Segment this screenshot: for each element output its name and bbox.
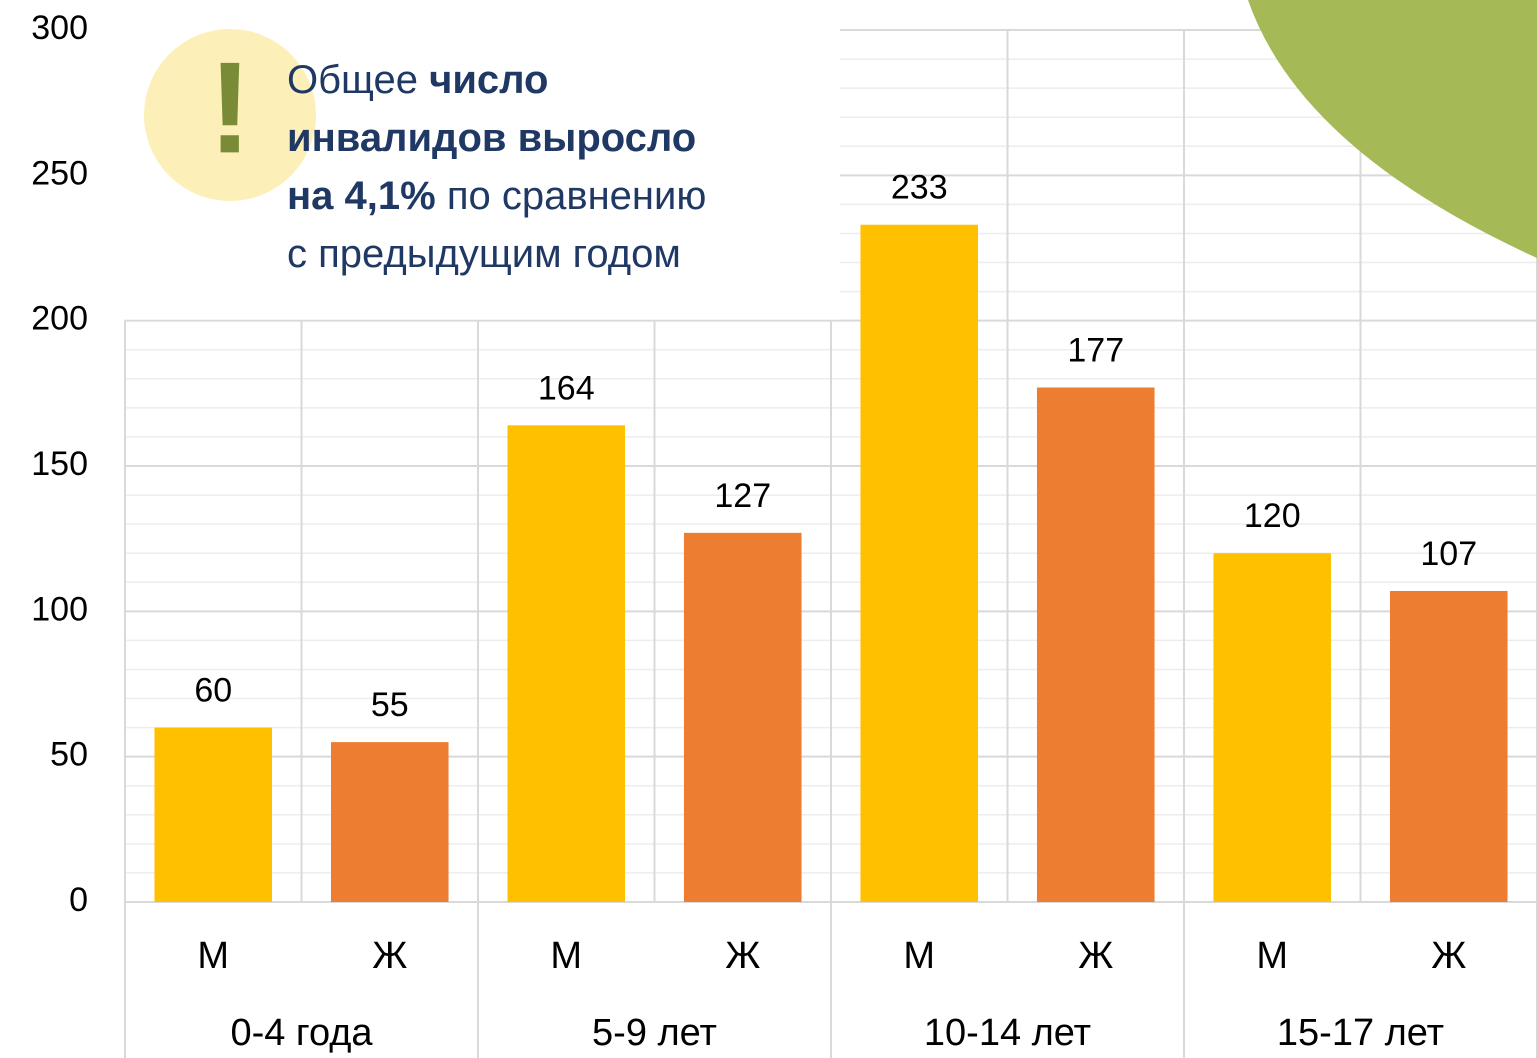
x-group-label: 0-4 года bbox=[230, 1012, 373, 1054]
y-tick-label: 250 bbox=[31, 154, 88, 192]
annotation-line: Общее число bbox=[287, 58, 548, 102]
data-label: 233 bbox=[891, 169, 948, 207]
y-tick-label: 300 bbox=[31, 9, 88, 47]
annotation-run: инвалидов выросло bbox=[287, 116, 696, 160]
x-tick-label: М bbox=[1256, 935, 1288, 977]
y-tick-label: 50 bbox=[50, 736, 88, 774]
annotation-line: с предыдущим годом bbox=[287, 232, 681, 276]
x-group-label: 15-17 лет bbox=[1277, 1012, 1444, 1054]
y-tick-label: 0 bbox=[69, 881, 88, 919]
x-tick-label: Ж bbox=[372, 935, 407, 977]
data-label: 55 bbox=[371, 686, 409, 724]
bar bbox=[860, 224, 979, 902]
x-group-label: 10-14 лет bbox=[924, 1012, 1091, 1054]
annotation-backdrop bbox=[0, 0, 840, 320]
x-tick-label: М bbox=[550, 935, 582, 977]
data-label: 120 bbox=[1244, 497, 1301, 535]
annotation-run: число bbox=[429, 58, 548, 102]
y-tick-label: 100 bbox=[31, 590, 88, 628]
y-tick-label: 200 bbox=[31, 300, 88, 338]
bar bbox=[330, 742, 449, 902]
annotation-run: по сравнению bbox=[436, 174, 707, 218]
x-tick-label: М bbox=[197, 935, 229, 977]
bar bbox=[1213, 553, 1332, 902]
bar bbox=[154, 727, 273, 902]
annotation-circle bbox=[144, 29, 316, 201]
data-label: 107 bbox=[1420, 535, 1477, 573]
bar bbox=[507, 425, 626, 902]
data-label: 60 bbox=[194, 672, 232, 710]
x-tick-label: М bbox=[903, 935, 935, 977]
annotation-run: с предыдущим годом bbox=[287, 232, 681, 276]
x-tick-label: Ж bbox=[1078, 935, 1113, 977]
y-tick-label: 150 bbox=[31, 445, 88, 483]
bar bbox=[683, 532, 802, 902]
annotation-line: инвалидов выросло bbox=[287, 116, 696, 160]
bar bbox=[1389, 590, 1508, 902]
data-label: 177 bbox=[1067, 332, 1124, 370]
decor-leaf bbox=[1248, 0, 1537, 258]
bar bbox=[1036, 387, 1155, 902]
data-label: 164 bbox=[538, 369, 595, 407]
data-label: 127 bbox=[714, 477, 771, 515]
annotation-run: на 4,1% bbox=[287, 174, 436, 218]
x-tick-label: Ж bbox=[1431, 935, 1466, 977]
annotation-line: на 4,1% по сравнению bbox=[287, 174, 706, 218]
x-tick-label: Ж bbox=[725, 935, 760, 977]
x-group-label: 5-9 лет bbox=[592, 1012, 717, 1054]
annotation-icon: ! bbox=[208, 34, 251, 180]
annotation-run: Общее bbox=[287, 58, 429, 102]
